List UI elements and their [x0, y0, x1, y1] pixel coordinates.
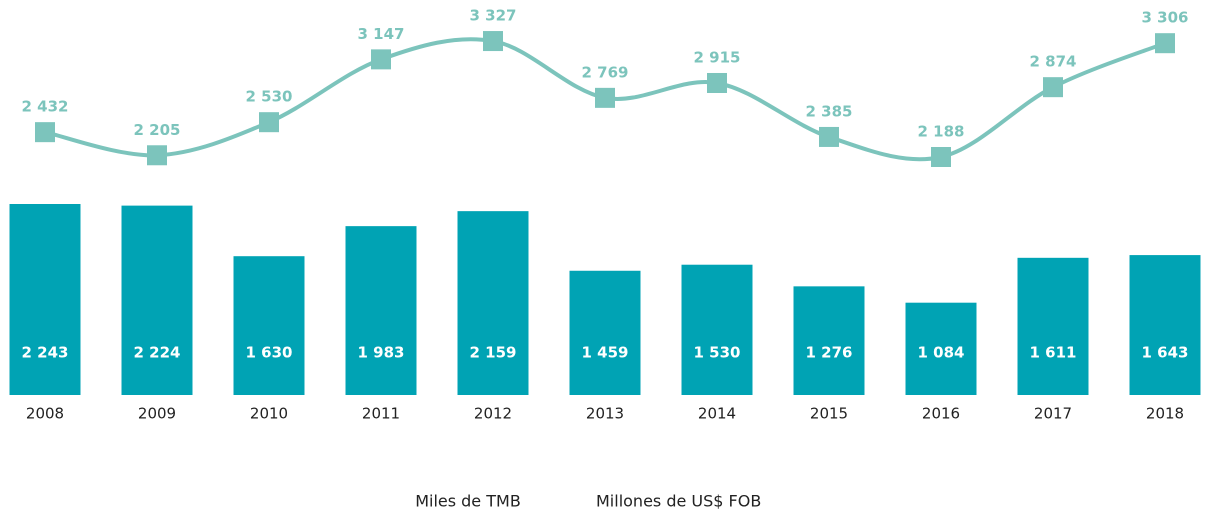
line-label: 3 327	[470, 7, 517, 25]
bar-label: 2 224	[134, 344, 181, 362]
line-label: 3 306	[1142, 9, 1189, 27]
x-tick-label: 2015	[810, 405, 848, 423]
bar	[681, 264, 753, 395]
line-label: 2 432	[22, 98, 69, 116]
bar-label: 2 243	[22, 344, 69, 362]
line-marker	[259, 112, 279, 133]
bar	[569, 270, 641, 395]
bar-label: 1 983	[358, 344, 405, 362]
x-tick-label: 2017	[1034, 405, 1072, 423]
line-label: 2 769	[582, 63, 629, 81]
line-label: 2 915	[694, 48, 741, 66]
line-label: 3 147	[358, 25, 405, 43]
x-tick-label: 2012	[474, 405, 512, 423]
x-tick-label: 2014	[698, 405, 736, 423]
line-label: 2 205	[134, 121, 181, 139]
x-tick-label: 2009	[138, 405, 176, 423]
bar-label: 2 159	[470, 344, 517, 362]
bar-label: 1 084	[918, 344, 965, 362]
bar	[121, 205, 193, 395]
x-tick-label: 2018	[1146, 405, 1184, 423]
bar	[457, 211, 529, 395]
line-label: 2 530	[246, 88, 293, 106]
line-label: 2 874	[1030, 53, 1077, 71]
bar	[793, 286, 865, 395]
bar	[1129, 255, 1201, 395]
line-marker	[1043, 77, 1063, 98]
bar-label: 1 643	[1142, 344, 1189, 362]
legend-entry: Miles de TMB	[415, 492, 521, 511]
x-tick-label: 2016	[922, 405, 960, 423]
line-marker	[707, 72, 727, 93]
bar-label: 1 530	[694, 344, 741, 362]
line-marker	[819, 126, 839, 147]
x-tick-label: 2013	[586, 405, 624, 423]
bar-label: 1 459	[582, 344, 629, 362]
x-tick-label: 2010	[250, 405, 288, 423]
line-marker	[1155, 33, 1175, 54]
bar	[233, 256, 305, 395]
line-label: 2 188	[918, 123, 965, 141]
x-tick-label: 2011	[362, 405, 400, 423]
bar	[345, 226, 417, 395]
bar	[9, 204, 81, 395]
line-label: 2 385	[806, 102, 853, 120]
bar-label: 1 630	[246, 344, 293, 362]
bar-label: 1 611	[1030, 344, 1077, 362]
line-marker	[147, 145, 167, 166]
line-marker	[931, 147, 951, 167]
line-marker	[483, 31, 503, 52]
legend-entry: Millones de US$ FOB	[596, 492, 761, 511]
line-marker	[595, 87, 615, 108]
bar-label: 1 276	[806, 344, 853, 362]
line-marker	[35, 122, 55, 143]
x-tick-label: 2008	[26, 405, 64, 423]
bar	[1017, 257, 1089, 395]
line-marker	[371, 49, 391, 70]
bar	[905, 302, 977, 395]
